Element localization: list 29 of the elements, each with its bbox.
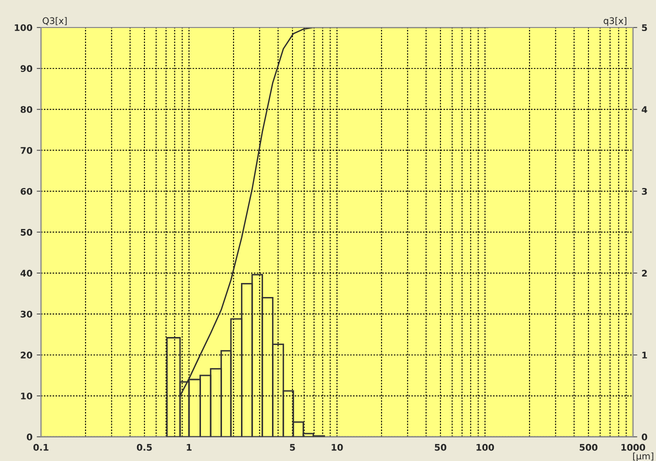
y-tick-label: 50 <box>20 228 32 236</box>
y-tick-label: 70 <box>20 147 32 154</box>
y-tick-label: 10 <box>21 392 32 400</box>
x-axis-title: [µm] <box>633 452 654 461</box>
y-tick-label: 40 <box>20 270 32 277</box>
y2-axis-title: q3[x] <box>604 17 626 26</box>
x-tick-label: 100 <box>476 444 494 451</box>
y2-tick-label: 4 <box>642 106 648 113</box>
y-tick-label: 30 <box>20 310 32 318</box>
y2-tick-label: 1 <box>642 352 647 358</box>
x-tick-label: 1000 <box>621 444 646 451</box>
y-axis-title: Q3[x] <box>42 17 67 26</box>
x-tick-label: 0.5 <box>136 444 152 451</box>
x-tick-label: 1 <box>186 444 192 451</box>
y2-tick-label: 5 <box>642 24 647 32</box>
y-tick-label: 80 <box>20 106 32 113</box>
y-tick-label: 100 <box>14 24 32 32</box>
y-tick-label: 0 <box>26 434 32 440</box>
x-tick-label: 0.1 <box>33 444 48 451</box>
y2-tick-label: 0 <box>642 434 648 440</box>
y2-tick-label: 3 <box>642 188 647 195</box>
y-tick-label: 20 <box>20 352 32 358</box>
y2-tick-label: 2 <box>642 270 647 277</box>
x-tick-label: 50 <box>434 444 446 451</box>
x-tick-label: 5 <box>290 444 295 451</box>
y-tick-label: 60 <box>20 188 32 195</box>
y-tick-label: 90 <box>20 65 32 72</box>
x-tick-label: 500 <box>580 444 598 451</box>
x-tick-label: 10 <box>332 444 343 451</box>
